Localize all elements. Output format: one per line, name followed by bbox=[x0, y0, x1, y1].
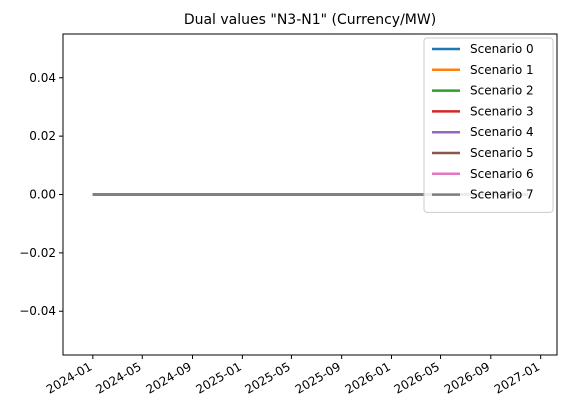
legend-label: Scenario 6 bbox=[470, 167, 534, 181]
x-tick-label: 2024-09 bbox=[144, 359, 194, 396]
legend-label: Scenario 5 bbox=[470, 146, 534, 160]
x-tick-label: 2027-01 bbox=[492, 359, 542, 396]
y-tick-label: 0.00 bbox=[29, 188, 56, 202]
legend-label: Scenario 7 bbox=[470, 188, 534, 202]
x-tick-label: 2026-05 bbox=[392, 359, 442, 396]
legend-label: Scenario 0 bbox=[470, 42, 534, 56]
legend-label: Scenario 3 bbox=[470, 104, 534, 118]
y-tick-label: 0.02 bbox=[29, 129, 56, 143]
x-tick-label: 2026-01 bbox=[343, 359, 393, 396]
x-tick-label: 2024-01 bbox=[44, 359, 94, 396]
x-tick-label: 2025-05 bbox=[242, 359, 292, 396]
y-tick-label: 0.04 bbox=[29, 71, 56, 85]
legend-label: Scenario 2 bbox=[470, 84, 534, 98]
y-axis: 0.04 0.02 0.00 −0.02 −0.04 bbox=[19, 71, 63, 318]
x-tick-label: 2025-01 bbox=[193, 359, 243, 396]
chart-title: Dual values "N3-N1" (Currency/MW) bbox=[184, 12, 436, 28]
legend: Scenario 0 Scenario 1 Scenario 2 Scenario 3… bbox=[423, 37, 554, 213]
y-tick-label: −0.02 bbox=[19, 246, 56, 260]
x-tick-label: 2024-05 bbox=[93, 359, 143, 396]
y-tick-label: −0.04 bbox=[19, 304, 56, 318]
legend-label: Scenario 4 bbox=[470, 125, 534, 139]
legend-box bbox=[423, 37, 554, 213]
x-tick-label: 2026-09 bbox=[442, 359, 492, 396]
x-tick-label: 2025-09 bbox=[293, 359, 343, 396]
legend-label: Scenario 1 bbox=[470, 63, 534, 77]
